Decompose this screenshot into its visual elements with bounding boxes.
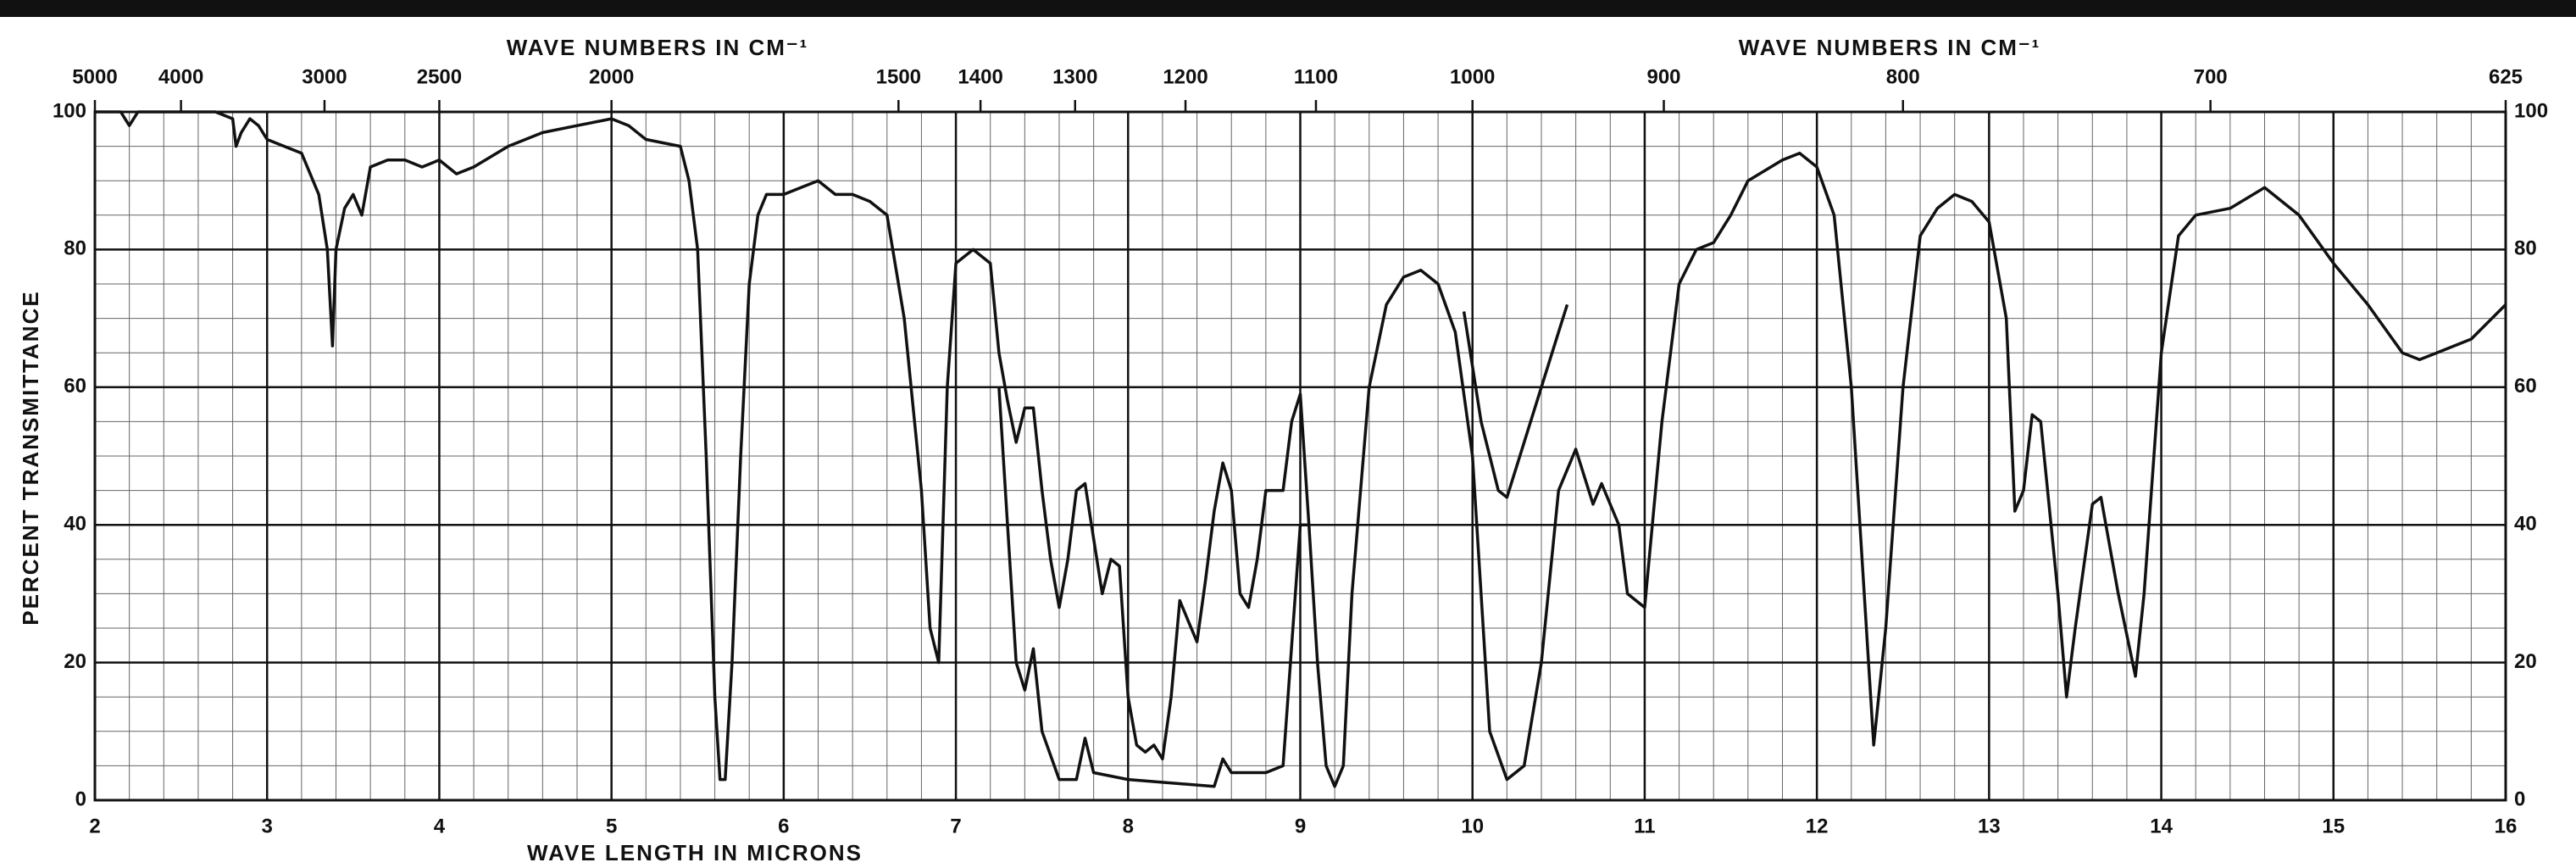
x2-tick-label: 800 xyxy=(1886,65,1920,88)
x-tick-label: 2 xyxy=(89,815,100,837)
x-tick-label: 5 xyxy=(606,815,617,837)
x-tick-label: 12 xyxy=(1806,815,1829,837)
x2-tick-label: 1000 xyxy=(1450,65,1495,88)
spectrum-line xyxy=(95,110,2507,788)
x2-tick-label: 1500 xyxy=(876,65,921,88)
y-tick-label: 100 xyxy=(53,99,86,122)
x-tick-label: 14 xyxy=(2150,815,2173,837)
y-tick-label: 20 xyxy=(64,650,86,673)
x2-tick-label: 1100 xyxy=(1294,65,1338,88)
x-tick-label: 7 xyxy=(950,815,961,837)
x2-tick-label: 2000 xyxy=(589,65,634,88)
y2-tick-label: 0 xyxy=(2514,787,2525,810)
x2-tick-label: 4000 xyxy=(158,65,203,88)
top-bar xyxy=(0,0,2576,17)
x-tick-label: 10 xyxy=(1461,815,1484,837)
x2-tick-label: 700 xyxy=(2194,65,2228,88)
x2-tick-label: 1400 xyxy=(958,65,1002,88)
y2-tick-label: 80 xyxy=(2514,237,2537,260)
x-tick-label: 6 xyxy=(778,815,789,837)
spectrum-line xyxy=(1462,303,1569,499)
x2-tick-label: 3000 xyxy=(302,65,347,88)
x2-tick-label: 2500 xyxy=(417,65,462,88)
spectrum-line xyxy=(997,387,1309,788)
x-tick-label: 13 xyxy=(1978,815,2001,837)
x2-axis-title: WAVE NUMBERS IN CM⁻¹ xyxy=(1739,35,2041,60)
y2-tick-label: 60 xyxy=(2514,375,2537,398)
y-tick-label: 80 xyxy=(64,237,86,260)
y-tick-label: 40 xyxy=(64,513,86,536)
x-tick-label: 9 xyxy=(1295,815,1306,837)
y2-tick-label: 20 xyxy=(2514,650,2537,673)
x2-tick-label: 1300 xyxy=(1052,65,1097,88)
x-tick-label: 8 xyxy=(1123,815,1134,837)
x-tick-label: 11 xyxy=(1634,815,1655,837)
x2-tick-label: 900 xyxy=(1646,65,1680,88)
x2-axis-title: WAVE NUMBERS IN CM⁻¹ xyxy=(507,35,809,60)
x-tick-label: 15 xyxy=(2322,815,2345,837)
y-axis-title: PERCENT TRANSMITTANCE xyxy=(18,290,43,625)
y2-tick-label: 40 xyxy=(2514,513,2537,536)
x-tick-label: 3 xyxy=(262,815,273,837)
y-tick-label: 0 xyxy=(75,787,86,810)
x-axis-title: WAVE LENGTH IN MICRONS xyxy=(527,840,863,865)
x2-tick-label: 625 xyxy=(2489,65,2523,88)
x2-tick-label: 5000 xyxy=(72,65,117,88)
y2-tick-label: 100 xyxy=(2514,99,2548,122)
y-tick-label: 60 xyxy=(64,375,86,398)
x2-tick-label: 1200 xyxy=(1163,65,1208,88)
plot-frame xyxy=(93,110,2507,802)
x-tick-label: 4 xyxy=(434,815,446,837)
x-tick-label: 16 xyxy=(2495,815,2518,837)
